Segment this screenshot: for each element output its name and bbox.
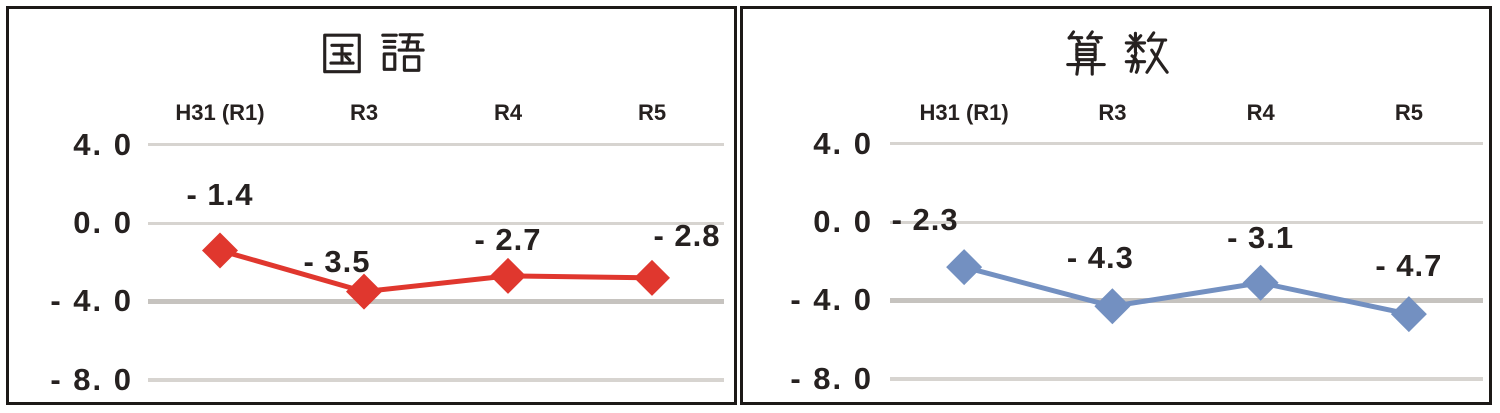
data-point-marker (202, 232, 238, 269)
gridline (148, 377, 724, 382)
x-axis-category-label: R3 (349, 100, 379, 125)
chart-series-svg (202, 232, 670, 310)
y-axis-tick-label: 4. 0 (813, 125, 873, 161)
series-line (219, 248, 653, 295)
x-axis-category-label: R4 (493, 100, 523, 125)
data-point-marker (1390, 296, 1427, 333)
gridline (148, 143, 724, 147)
title-kanji-glyph (1066, 30, 1106, 76)
gridline (148, 221, 724, 225)
sansu-chart-panel: 算数 4. 0 0. 0 - 4. 0 - 8. 0 H31 (R1) R3 R4 R5 - 2… (740, 6, 1492, 405)
data-point-label: - 3.1 (1227, 219, 1295, 255)
y-axis-tick-label: - 4. 0 (790, 282, 873, 318)
data-point-label: - 2.7 (474, 221, 542, 257)
data-point-label: - 1.4 (186, 177, 254, 213)
x-axis-category-label: H31 (R1) (919, 100, 1009, 125)
title-kanji-glyph (380, 33, 425, 72)
y-axis-tick-label: 4. 0 (73, 126, 133, 162)
data-point-marker (490, 257, 526, 294)
gridline (148, 298, 724, 304)
data-point-label: - 2.8 (653, 217, 721, 253)
kokugo-chart-panel: 国語 4. 0 0. 0 - 4. 0 - 8. 0 H31 (R1) R3 R4 R5 - 1… (6, 6, 737, 405)
data-point-marker (1094, 288, 1131, 325)
data-point-marker (946, 249, 983, 286)
title-kanji-glyph (1124, 31, 1169, 74)
chart-title-kokugo: 国語 (9, 25, 734, 81)
y-axis-tick-label: - 4. 0 (50, 283, 133, 319)
data-point-marker (634, 259, 670, 296)
y-axis-tick-label: - 8. 0 (790, 360, 873, 396)
gridline (890, 142, 1483, 146)
data-point-label: - 3.5 (303, 243, 371, 279)
x-axis-category-label: H31 (R1) (175, 100, 265, 125)
x-axis-category-label: R4 (1246, 100, 1275, 125)
y-axis-tick-label: 0. 0 (813, 204, 873, 239)
data-point-label: - 2.3 (891, 202, 959, 238)
chart-series-svg (946, 249, 1427, 333)
gridline (890, 297, 1483, 303)
series-line (963, 264, 1410, 317)
data-point-marker (1242, 264, 1279, 301)
x-axis-category-label: R5 (637, 100, 667, 125)
y-axis-tick-label: - 8. 0 (50, 361, 133, 397)
y-axis-tick-label: 0. 0 (73, 205, 133, 240)
title-kanji-glyph (322, 33, 361, 74)
data-point-label: - 4.7 (1375, 248, 1443, 284)
data-point-marker (346, 273, 382, 310)
data-point-label: - 4.3 (1066, 240, 1134, 276)
gridline (890, 376, 1483, 381)
x-axis-category-label: R5 (1394, 100, 1423, 125)
x-axis-category-label: R3 (1098, 100, 1127, 125)
chart-title-sansu: 算数 (743, 25, 1489, 81)
gridline (890, 220, 1483, 224)
